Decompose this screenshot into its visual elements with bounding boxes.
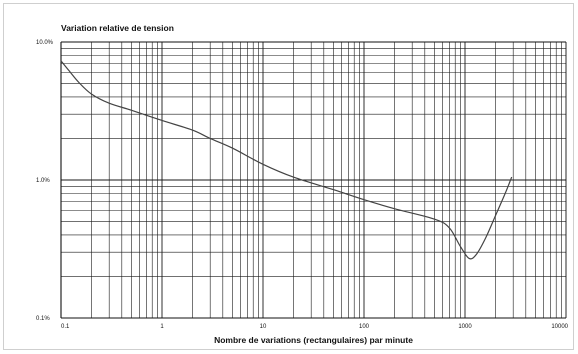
x-tick-label: 100 [359,324,370,330]
tick-labels: 0.1 1 10 100 1000 10000 0.1% 1.0% 10.0% [36,40,569,330]
x-tick-label: 10000 [551,324,568,330]
y-tick-label: 10.0% [36,40,54,46]
axes [60,41,567,319]
x-tick-label: 1000 [458,324,472,330]
x-axis-label: Nombre de variations (rectangulaires) pa… [214,335,413,345]
x-tick-label: 10 [260,324,267,330]
chart-title: Variation relative de tension [61,23,174,33]
y-tick-label: 1.0% [36,178,50,184]
curve-group [60,60,513,260]
chart-title-group: Variation relative de tension [61,23,174,33]
chart-frame [3,3,574,350]
x-tick-label: 1 [160,324,164,330]
flicker-limit-curve-line [60,60,513,260]
x-tick-label: 0.1 [61,324,70,330]
grid-lines [60,42,566,319]
x-axis-label-group: Nombre de variations (rectangulaires) pa… [214,335,413,345]
y-tick-label: 0.1% [36,316,50,322]
